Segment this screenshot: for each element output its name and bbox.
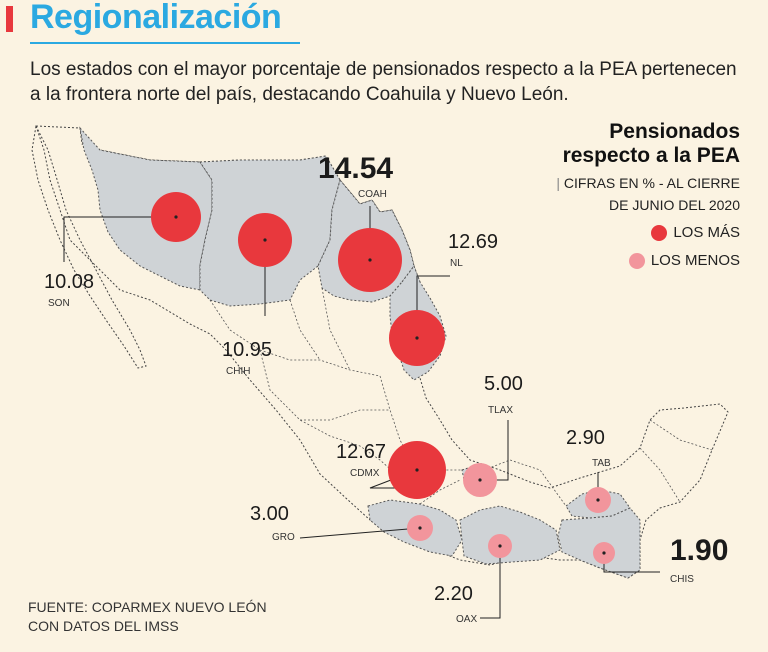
state-son [79, 126, 213, 291]
bubble-center-tab [596, 498, 600, 502]
state-code-label-chis: CHIS [670, 574, 694, 585]
bubble-center-cdmx [415, 468, 419, 472]
leader-line-oax [480, 546, 501, 619]
interior-state-borders [209, 287, 713, 507]
value-label-chih: 10.95 [222, 339, 272, 361]
value-label-oax: 2.20 [434, 583, 473, 605]
state-code-label-gro: GRO [272, 532, 295, 543]
bubble-center-gro [418, 526, 422, 530]
bubble-center-nl [415, 336, 419, 340]
state-code-label-coah: COAH [358, 189, 387, 200]
state-code-label-son: SON [48, 298, 70, 309]
title-underline [30, 42, 300, 44]
source-line1: FUENTE: COPARMEX NUEVO LEÓN [28, 599, 267, 615]
value-label-coah: 14.54 [318, 152, 393, 185]
value-label-gro: 3.00 [250, 503, 289, 525]
value-label-son: 10.08 [44, 271, 94, 293]
legend-label-max: LOS MÁS [673, 224, 740, 241]
page-title: Regionalización [30, 0, 282, 36]
leader-line-gro [299, 527, 421, 539]
legend-title-line2: respecto a la PEA [562, 144, 740, 167]
title-accent-bar [6, 6, 13, 32]
state-code-label-nl: NL [450, 258, 463, 269]
baja-california-outline [31, 124, 147, 369]
state-code-label-tlax: TLAX [488, 405, 513, 416]
bubble-center-son [174, 215, 178, 219]
legend-sub-line2: DE JUNIO DEL 2020 [609, 197, 740, 213]
bubble-center-coah [368, 258, 372, 262]
leader-line-son [63, 216, 176, 262]
bubble-center-oax [498, 544, 502, 548]
legend-subtitle: | CIFRAS EN % - AL CIERRE DE JUNIO DEL 2… [556, 172, 740, 216]
page-subtitle: Los estados con el mayor porcentaje de p… [30, 59, 737, 105]
value-label-tab: 2.90 [566, 427, 605, 449]
state-code-label-chih: CHIH [226, 366, 250, 377]
legend-sub-line1: CIFRAS EN % - AL CIERRE [563, 175, 740, 191]
value-label-nl: 12.69 [448, 231, 498, 253]
legend-dot-max [651, 225, 668, 241]
state-oax [459, 505, 561, 565]
bubble-center-tlax [478, 478, 482, 482]
legend-item-min: LOS MENOS [556, 250, 740, 272]
legend-title-line1: Pensionados [609, 120, 740, 143]
legend: Pensionados respecto a la PEA | CIFRAS E… [556, 120, 740, 272]
state-code-label-tab: TAB [592, 458, 611, 469]
bubble-center-chis [602, 551, 606, 555]
legend-label-min: LOS MENOS [650, 252, 740, 269]
state-code-label-oax: OAX [456, 614, 477, 625]
legend-dot-min [628, 253, 645, 269]
legend-item-max: LOS MÁS [556, 222, 740, 244]
value-label-cdmx: 12.67 [336, 441, 386, 463]
state-code-label-cdmx: CDMX [350, 468, 380, 479]
value-label-chis: 1.90 [670, 534, 728, 567]
bubble-center-chih [263, 238, 267, 242]
bubbles-layer: 10.08 SON 10.95 CHIH 14.54 COAH 12.69 NL 12.67 CD… [44, 152, 728, 625]
legend-pipe: | [556, 175, 561, 191]
source-line2: CON DATOS DEL IMSS [28, 618, 179, 634]
value-label-tlax: 5.00 [484, 373, 523, 395]
source-note: FUENTE: COPARMEX NUEVO LEÓN CON DATOS DE… [28, 598, 267, 636]
state-chis [557, 507, 641, 579]
